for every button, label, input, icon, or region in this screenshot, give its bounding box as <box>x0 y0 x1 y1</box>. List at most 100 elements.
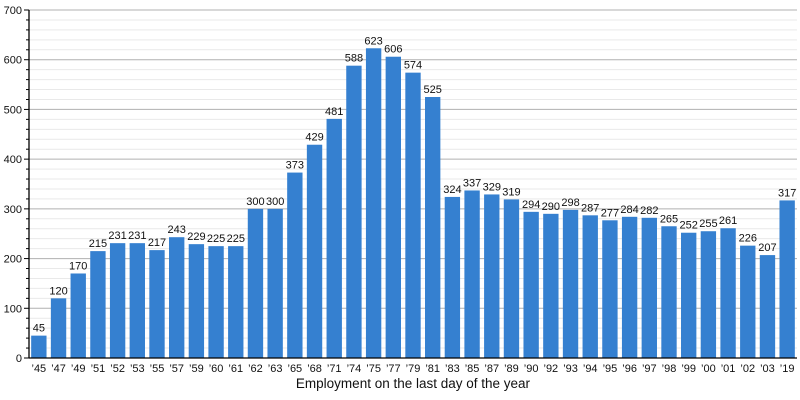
x-tick-label: ’45 <box>32 363 47 375</box>
x-tick-label: ’98 <box>662 363 677 375</box>
y-tick-label: 600 <box>4 55 22 67</box>
bar <box>109 243 126 358</box>
bar <box>523 211 539 358</box>
x-tick-label: ’47 <box>51 363 66 375</box>
bar <box>247 208 264 358</box>
x-tick-label: ’68 <box>307 363 322 375</box>
bar-value-label: 429 <box>305 132 323 144</box>
x-tick-label: ’97 <box>642 363 657 375</box>
y-tick-label: 500 <box>4 104 22 116</box>
bar <box>661 226 677 358</box>
bar-value-label: 574 <box>404 60 422 72</box>
bar <box>365 48 382 358</box>
bar <box>306 144 323 358</box>
bar <box>385 56 401 358</box>
y-tick-label: 100 <box>4 303 22 315</box>
x-tick-label: ’79 <box>406 363 421 375</box>
bar <box>228 246 244 358</box>
bar-value-label: 588 <box>345 53 363 65</box>
x-tick-label: ’83 <box>445 363 460 375</box>
bar <box>641 217 657 358</box>
bar <box>267 208 283 358</box>
x-tick-label: ’55 <box>150 363 165 375</box>
bar <box>444 196 461 358</box>
x-tick-label: ’90 <box>524 363 539 375</box>
bar-value-label: 207 <box>758 242 776 254</box>
x-tick-label: ’93 <box>563 363 578 375</box>
bar-value-label: 217 <box>148 237 166 249</box>
bar-value-label: 261 <box>719 215 737 227</box>
bar <box>326 118 342 358</box>
bar <box>50 298 67 358</box>
bar <box>779 200 795 358</box>
bar-value-label: 290 <box>542 201 560 213</box>
bar-value-label: 525 <box>424 84 442 96</box>
bar-value-label: 329 <box>483 181 501 193</box>
x-tick-label: ’59 <box>189 363 204 375</box>
bar-value-label: 231 <box>108 230 126 242</box>
bar <box>503 199 520 358</box>
bar <box>70 273 86 358</box>
bar-value-label: 337 <box>463 177 481 189</box>
bar-value-label: 225 <box>207 233 225 245</box>
x-tick-label: ’63 <box>268 363 283 375</box>
bar-value-label: 324 <box>443 184 461 196</box>
bar-value-label: 265 <box>660 213 678 225</box>
bar-value-label: 373 <box>286 160 304 172</box>
x-tick-label: ’75 <box>366 363 381 375</box>
x-tick-label: ’85 <box>465 363 480 375</box>
x-tick-label: ’74 <box>347 363 362 375</box>
bar-value-label: 231 <box>128 230 146 242</box>
bar-value-label: 226 <box>739 233 757 245</box>
bar-value-label: 319 <box>502 186 520 198</box>
bar <box>425 97 441 358</box>
bar <box>602 220 618 358</box>
bar-value-label: 243 <box>168 224 186 236</box>
x-tick-label: ’00 <box>701 363 716 375</box>
bar <box>681 232 697 358</box>
x-tick-label: ’65 <box>288 363 303 375</box>
x-tick-label: ’71 <box>327 363 342 375</box>
bar-value-label: 215 <box>89 238 107 250</box>
x-tick-label: ’52 <box>110 363 125 375</box>
bar-value-label: 229 <box>187 231 205 243</box>
bar-value-label: 623 <box>364 35 382 47</box>
bar-value-label: 317 <box>778 187 796 199</box>
x-tick-label: ’19 <box>780 363 795 375</box>
bar-value-label: 252 <box>680 220 698 232</box>
x-tick-label: ’92 <box>544 363 559 375</box>
x-tick-label: ’53 <box>130 363 145 375</box>
x-tick-label: ’60 <box>209 363 224 375</box>
bar-value-label: 284 <box>620 204 638 216</box>
bar <box>759 255 776 358</box>
bar <box>464 190 480 358</box>
bar <box>208 246 224 358</box>
x-tick-label: ’81 <box>425 363 440 375</box>
x-tick-label: ’51 <box>91 363 106 375</box>
x-tick-label: ’96 <box>622 363 637 375</box>
bar-value-label: 255 <box>699 218 717 230</box>
x-tick-label: ’99 <box>681 363 696 375</box>
x-tick-label: ’94 <box>583 363 598 375</box>
bar-value-label: 282 <box>640 205 658 217</box>
bar <box>31 335 47 358</box>
x-tick-label: ’89 <box>504 363 519 375</box>
bar <box>543 213 559 358</box>
bar <box>621 216 638 358</box>
y-tick-label: 300 <box>4 204 22 216</box>
y-tick-label: 0 <box>16 353 22 365</box>
y-tick-label: 400 <box>4 154 22 166</box>
x-tick-label: ’77 <box>386 363 401 375</box>
bar-value-label: 481 <box>325 106 343 118</box>
bar-value-label: 606 <box>384 44 402 56</box>
bar <box>287 172 303 358</box>
y-tick-label: 200 <box>4 254 22 266</box>
bar <box>700 231 717 358</box>
x-tick-label: ’95 <box>603 363 618 375</box>
bar-value-label: 298 <box>561 197 579 209</box>
bar <box>129 243 145 358</box>
x-tick-label: ’03 <box>760 363 775 375</box>
bar <box>720 228 736 358</box>
